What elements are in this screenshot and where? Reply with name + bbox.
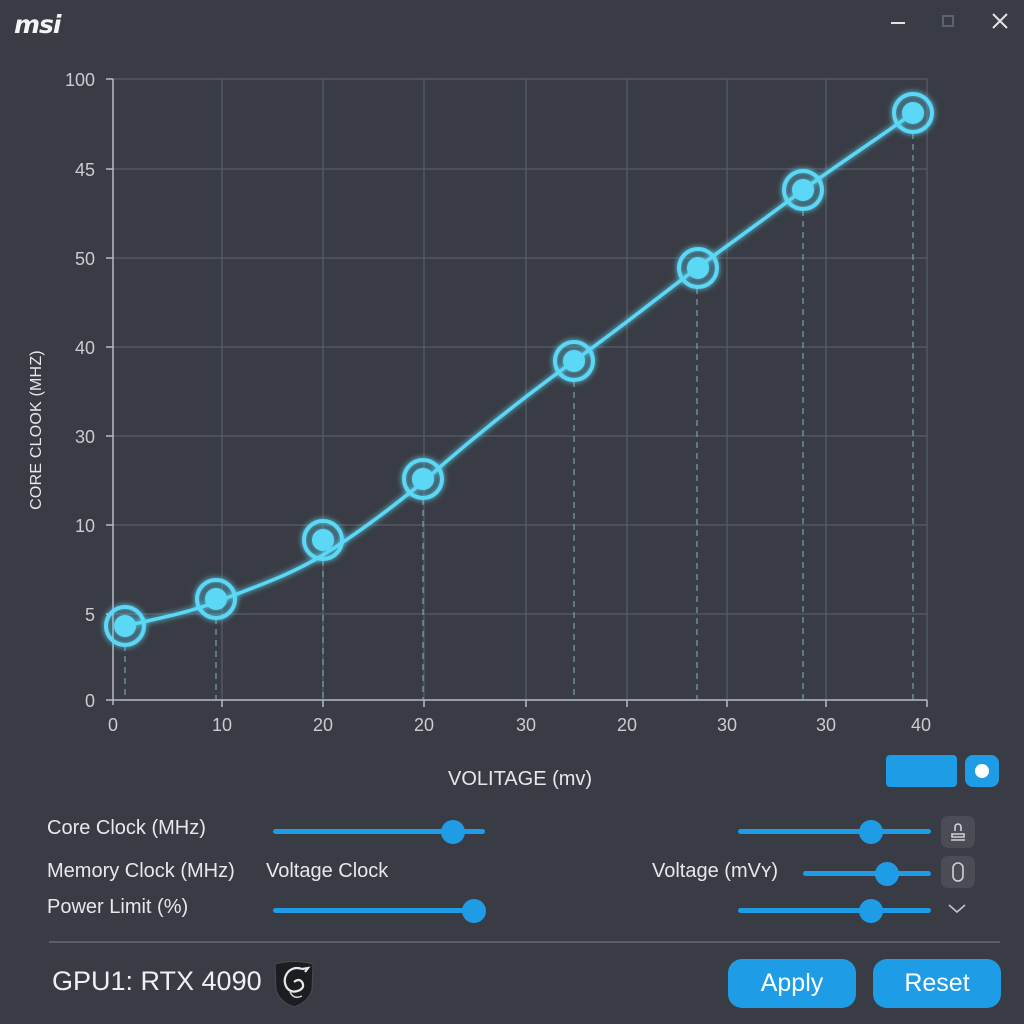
y-tick-label: 50 [75,249,95,269]
x-tick-label: 20 [617,715,637,735]
x-tick-label: 20 [414,715,434,735]
voltage-clock-label: Voltage Clock [266,860,389,882]
maximize-button[interactable] [942,15,954,27]
y-tick-label: 100 [65,70,95,90]
power-limit-label: Power Limit (%) [47,896,189,918]
zero-button[interactable] [941,856,975,888]
x-axis-label: VOLITAGE (mv) [448,768,593,790]
power-limit-slider[interactable] [273,898,487,923]
curve-point[interactable] [782,169,824,211]
x-tick-label: 30 [816,715,836,735]
msi-logo: msi [14,10,61,39]
right-slider-3[interactable] [738,898,931,923]
zero-icon [952,862,964,882]
x-tick-label: 30 [516,715,536,735]
reset-button[interactable]: Reset [873,959,1001,1008]
apply-button[interactable]: Apply [728,959,856,1008]
x-tick-label: 40 [911,715,931,735]
dropdown-toggle[interactable] [946,897,968,919]
y-axis-label: CORE CLOOK (MHZ) [28,350,45,510]
profile-button[interactable] [941,816,975,848]
core-clock-slider-thumb[interactable] [441,819,466,844]
y-tick-label: 10 [75,516,95,536]
memory-clock-label: Memory Clock (MHz) [47,860,235,882]
grid-lines [113,78,928,700]
curve-point[interactable] [553,340,595,382]
x-tick-label: 0 [108,715,118,735]
close-icon [992,13,1008,29]
close-button[interactable] [990,11,1010,31]
x-tick-label: 10 [212,715,232,735]
power-limit-slider-thumb[interactable] [462,898,487,923]
core-clock-slider[interactable] [273,819,485,844]
voltage-label: Voltage (mVʏ) [652,860,778,882]
y-tick-labels: 100 45 50 40 30 10 5 0 [65,70,95,711]
right-slider-3-thumb[interactable] [859,898,884,923]
y-tick-label: 45 [75,160,95,180]
curve-point[interactable] [402,458,444,500]
curve-points [104,92,934,647]
x-tick-labels: 0 10 20 20 30 20 30 30 40 [108,715,931,735]
gpu-label: GPU1: RTX 4090 [52,966,262,996]
x-tick-label: 20 [313,715,333,735]
curve-point[interactable] [892,92,934,134]
curve-point[interactable] [195,578,237,620]
curve-mode-button[interactable] [886,755,957,787]
voltage-frequency-chart[interactable]: 100 45 50 40 30 10 5 0 0 10 20 20 30 20 … [0,0,1024,760]
curve-point-toggle[interactable] [965,755,999,787]
footer-divider [49,941,1000,943]
drop-lines [124,133,914,700]
curve-line [124,111,915,628]
voltage-slider-thumb[interactable] [875,861,900,886]
chevron-down-icon [948,904,966,914]
msi-dragon-shield-icon [274,961,314,1008]
y-tick-label: 40 [75,338,95,358]
user-stamp-icon [951,823,965,841]
axes [106,78,928,707]
y-tick-label: 30 [75,427,95,447]
minimize-button[interactable] [891,22,905,24]
curve-point[interactable] [302,519,344,561]
y-tick-label: 5 [85,605,95,625]
curve-point[interactable] [677,247,719,289]
core-clock-label: Core Clock (MHz) [47,817,206,839]
y-tick-label: 0 [85,691,95,711]
right-slider-1[interactable] [738,819,931,844]
x-tick-label: 30 [717,715,737,735]
right-slider-1-thumb[interactable] [859,819,884,844]
curve-point[interactable] [104,605,146,647]
voltage-slider[interactable] [803,861,931,886]
